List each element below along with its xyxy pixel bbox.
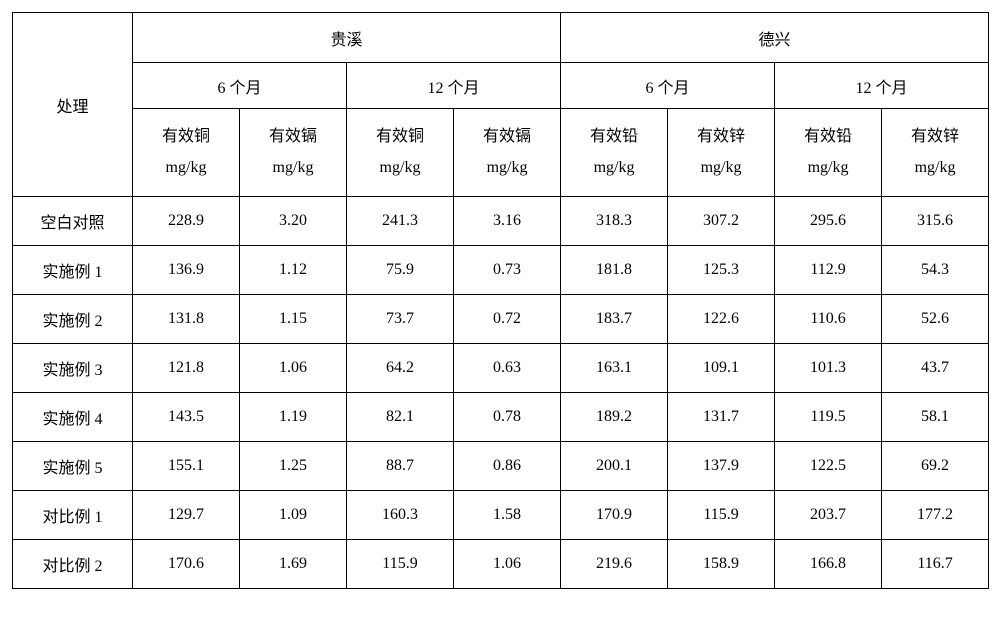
table-row: 实施例 2131.81.1573.70.72183.7122.6110.652.…: [13, 295, 989, 344]
data-cell: 119.5: [775, 393, 882, 442]
row-label: 对比例 1: [13, 491, 133, 540]
data-cell: 0.86: [454, 442, 561, 491]
table-row: 实施例 3121.81.0664.20.63163.1109.1101.343.…: [13, 344, 989, 393]
header-metric: 有效镉mg/kg: [240, 109, 347, 197]
table-row: 对比例 1129.71.09160.31.58170.9115.9203.717…: [13, 491, 989, 540]
header-period: 12 个月: [775, 63, 989, 109]
data-cell: 170.9: [561, 491, 668, 540]
data-cell: 109.1: [668, 344, 775, 393]
header-metric: 有效锌mg/kg: [668, 109, 775, 197]
data-cell: 52.6: [882, 295, 989, 344]
data-cell: 143.5: [133, 393, 240, 442]
data-cell: 181.8: [561, 246, 668, 295]
data-cell: 1.69: [240, 540, 347, 589]
table-row: 实施例 5155.11.2588.70.86200.1137.9122.569.…: [13, 442, 989, 491]
data-cell: 1.06: [454, 540, 561, 589]
data-cell: 163.1: [561, 344, 668, 393]
row-label: 实施例 1: [13, 246, 133, 295]
data-cell: 131.7: [668, 393, 775, 442]
table-row: 对比例 2170.61.69115.91.06219.6158.9166.811…: [13, 540, 989, 589]
data-cell: 131.8: [133, 295, 240, 344]
data-cell: 1.15: [240, 295, 347, 344]
data-cell: 241.3: [347, 197, 454, 246]
header-metric: 有效镉mg/kg: [454, 109, 561, 197]
data-cell: 0.78: [454, 393, 561, 442]
row-label: 对比例 2: [13, 540, 133, 589]
data-table: 处理 贵溪 德兴 6 个月 12 个月 6 个月 12 个月 有效铜mg/kg …: [12, 12, 989, 589]
data-cell: 1.58: [454, 491, 561, 540]
data-cell: 122.5: [775, 442, 882, 491]
data-cell: 82.1: [347, 393, 454, 442]
data-cell: 177.2: [882, 491, 989, 540]
header-metric: 有效铜mg/kg: [133, 109, 240, 197]
row-label: 实施例 4: [13, 393, 133, 442]
data-cell: 1.19: [240, 393, 347, 442]
header-metric: 有效铜mg/kg: [347, 109, 454, 197]
data-cell: 115.9: [668, 491, 775, 540]
data-cell: 58.1: [882, 393, 989, 442]
row-label: 实施例 2: [13, 295, 133, 344]
header-metric: 有效锌mg/kg: [882, 109, 989, 197]
data-cell: 155.1: [133, 442, 240, 491]
data-cell: 43.7: [882, 344, 989, 393]
header-period: 6 个月: [561, 63, 775, 109]
data-cell: 219.6: [561, 540, 668, 589]
row-label: 实施例 5: [13, 442, 133, 491]
data-cell: 315.6: [882, 197, 989, 246]
header-metric-row: 有效铜mg/kg 有效镉mg/kg 有效铜mg/kg 有效镉mg/kg 有效铅m…: [13, 109, 989, 197]
table-row: 实施例 4143.51.1982.10.78189.2131.7119.558.…: [13, 393, 989, 442]
data-cell: 129.7: [133, 491, 240, 540]
data-cell: 101.3: [775, 344, 882, 393]
header-region-guixi: 贵溪: [133, 13, 561, 63]
data-cell: 170.6: [133, 540, 240, 589]
data-cell: 115.9: [347, 540, 454, 589]
data-cell: 295.6: [775, 197, 882, 246]
header-treatment: 处理: [13, 13, 133, 197]
header-region-dexing: 德兴: [561, 13, 989, 63]
header-period: 6 个月: [133, 63, 347, 109]
data-cell: 136.9: [133, 246, 240, 295]
data-cell: 3.16: [454, 197, 561, 246]
data-cell: 183.7: [561, 295, 668, 344]
header-period: 12 个月: [347, 63, 561, 109]
data-cell: 3.20: [240, 197, 347, 246]
data-cell: 203.7: [775, 491, 882, 540]
data-cell: 1.06: [240, 344, 347, 393]
data-cell: 307.2: [668, 197, 775, 246]
data-cell: 166.8: [775, 540, 882, 589]
data-cell: 228.9: [133, 197, 240, 246]
data-cell: 121.8: [133, 344, 240, 393]
data-cell: 75.9: [347, 246, 454, 295]
data-cell: 64.2: [347, 344, 454, 393]
header-metric: 有效铅mg/kg: [561, 109, 668, 197]
data-cell: 1.25: [240, 442, 347, 491]
table-header: 处理 贵溪 德兴 6 个月 12 个月 6 个月 12 个月 有效铜mg/kg …: [13, 13, 989, 197]
data-cell: 54.3: [882, 246, 989, 295]
row-label: 空白对照: [13, 197, 133, 246]
data-cell: 189.2: [561, 393, 668, 442]
data-cell: 112.9: [775, 246, 882, 295]
data-cell: 137.9: [668, 442, 775, 491]
data-cell: 158.9: [668, 540, 775, 589]
data-cell: 160.3: [347, 491, 454, 540]
data-cell: 122.6: [668, 295, 775, 344]
data-cell: 318.3: [561, 197, 668, 246]
table-row: 实施例 1136.91.1275.90.73181.8125.3112.954.…: [13, 246, 989, 295]
data-cell: 0.63: [454, 344, 561, 393]
data-cell: 1.12: [240, 246, 347, 295]
data-cell: 1.09: [240, 491, 347, 540]
data-cell: 0.73: [454, 246, 561, 295]
data-cell: 110.6: [775, 295, 882, 344]
data-cell: 0.72: [454, 295, 561, 344]
data-cell: 88.7: [347, 442, 454, 491]
row-label: 实施例 3: [13, 344, 133, 393]
header-metric: 有效铅mg/kg: [775, 109, 882, 197]
data-cell: 69.2: [882, 442, 989, 491]
data-cell: 200.1: [561, 442, 668, 491]
table-row: 空白对照228.93.20241.33.16318.3307.2295.6315…: [13, 197, 989, 246]
data-cell: 116.7: [882, 540, 989, 589]
table-body: 空白对照228.93.20241.33.16318.3307.2295.6315…: [13, 197, 989, 589]
data-cell: 73.7: [347, 295, 454, 344]
data-cell: 125.3: [668, 246, 775, 295]
